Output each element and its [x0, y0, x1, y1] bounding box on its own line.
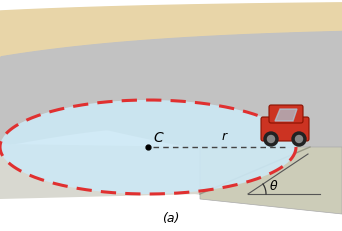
Circle shape	[264, 132, 278, 146]
FancyBboxPatch shape	[261, 118, 309, 141]
Text: r: r	[222, 129, 227, 142]
Text: (a): (a)	[162, 211, 180, 224]
Text: θ: θ	[270, 180, 278, 193]
Circle shape	[292, 132, 306, 146]
Text: C: C	[153, 131, 163, 144]
Polygon shape	[275, 109, 297, 122]
Ellipse shape	[0, 100, 296, 194]
Circle shape	[267, 136, 275, 143]
Polygon shape	[0, 32, 342, 150]
Polygon shape	[195, 147, 342, 209]
Polygon shape	[200, 147, 342, 214]
Polygon shape	[0, 144, 200, 199]
Circle shape	[295, 136, 303, 143]
FancyBboxPatch shape	[269, 106, 303, 123]
